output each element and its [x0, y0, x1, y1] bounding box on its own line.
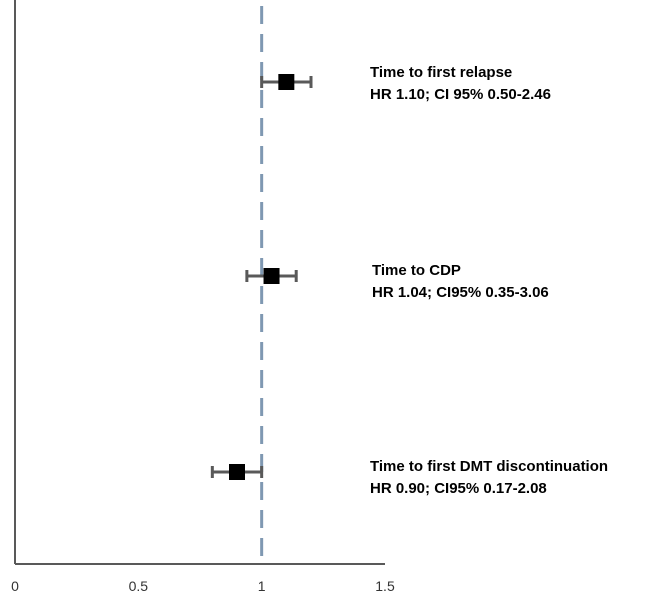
estimate-1 — [260, 74, 313, 90]
hr-marker — [278, 74, 295, 90]
outcome-label: Time to first relapse — [370, 64, 512, 81]
point-labels: Time to first relapse HR 1.10; CI 95% 0.5… — [370, 64, 608, 497]
estimate-2 — [245, 268, 298, 284]
hr-ci-label: HR 1.04; CI95% 0.35-3.06 — [372, 284, 549, 301]
hr-marker — [263, 268, 280, 284]
outcome-label: Time to CDP — [372, 262, 461, 279]
hr-ci-label: HR 1.10; CI 95% 0.50-2.46 — [370, 86, 551, 103]
estimate-3 — [210, 464, 264, 480]
axes — [14, 0, 385, 565]
x-tick-label: 1 — [258, 578, 266, 594]
x-tick-labels: 0 0.5 1 1.5 — [11, 578, 395, 594]
x-tick-label: 0.5 — [129, 578, 149, 594]
outcome-label: Time to first DMT discontinuation — [370, 458, 608, 475]
x-tick-label: 0 — [11, 578, 19, 594]
x-tick-label: 1.5 — [375, 578, 395, 594]
data-marks — [210, 74, 313, 480]
hr-marker — [229, 464, 245, 480]
hr-ci-label: HR 0.90; CI95% 0.17-2.08 — [370, 480, 547, 497]
